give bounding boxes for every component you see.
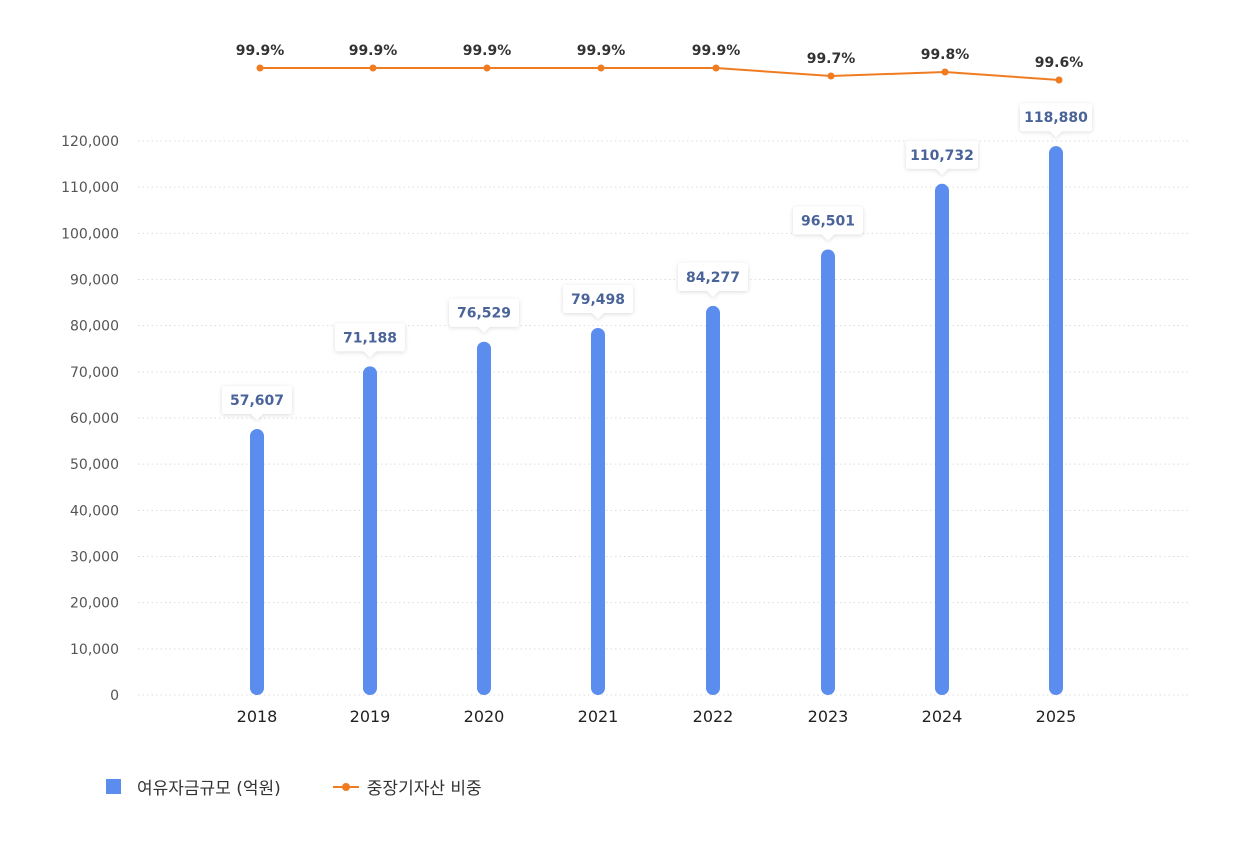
y-axis-ticks: 0 10,000 20,000 30,000 40,000 50,000 60,000 70,…	[61, 134, 119, 704]
y-tick-label: 10,000	[70, 642, 119, 658]
x-tick-label: 2024	[922, 707, 963, 726]
line-value-label: 99.9%	[349, 43, 398, 59]
y-tick-label: 80,000	[70, 319, 119, 335]
line-point[interactable]	[941, 68, 949, 76]
bar-value-tooltip	[906, 140, 978, 175]
line-value-label: 99.6%	[1035, 55, 1084, 71]
bar[interactable]	[250, 429, 264, 695]
y-tick-label: 70,000	[70, 365, 119, 381]
x-tick-label: 2022	[693, 707, 734, 726]
line-value-label: 99.9%	[692, 43, 741, 59]
x-tick-label: 2020	[464, 707, 505, 726]
y-tick-label: 100,000	[61, 226, 119, 242]
line-point[interactable]	[483, 64, 491, 72]
y-tick-label: 90,000	[70, 273, 119, 289]
bar[interactable]	[363, 366, 377, 695]
bar-value-label: 79,498	[571, 292, 625, 308]
bar-value-label: 71,188	[343, 330, 397, 346]
x-tick-label: 2018	[237, 707, 278, 726]
bar-value-label: 84,277	[686, 270, 740, 286]
bar-value-tooltip	[449, 298, 519, 333]
line-point[interactable]	[256, 64, 264, 72]
line-value-label: 99.9%	[577, 43, 626, 59]
x-axis-ticks: 2018 2019 2020 2021 2022 2023 2024 2025	[237, 707, 1077, 726]
bar[interactable]	[591, 327, 605, 695]
bar-series	[250, 146, 1063, 696]
y-tick-label: 0	[110, 688, 119, 704]
line-value-label: 99.7%	[807, 51, 856, 67]
y-tick-label: 30,000	[70, 550, 119, 566]
bar-value-label: 110,732	[910, 148, 974, 164]
y-tick-label: 20,000	[70, 596, 119, 612]
line-point[interactable]	[712, 64, 720, 72]
line-swatch-icon	[332, 780, 359, 794]
line-point[interactable]	[827, 72, 835, 80]
line-point[interactable]	[597, 64, 605, 72]
line-point[interactable]	[369, 64, 377, 72]
line-value-label: 99.9%	[236, 43, 285, 59]
y-tick-label: 60,000	[70, 411, 119, 427]
bar-value-tooltip	[335, 323, 405, 358]
bar[interactable]	[477, 341, 491, 695]
x-tick-label: 2023	[808, 707, 849, 726]
line-path	[260, 67, 1060, 81]
legend-item-line[interactable]: 중장기자산 비중	[332, 774, 482, 799]
legend-item-bar[interactable]: 여유자금규모 (억원)	[106, 774, 281, 799]
line-value-label: 99.9%	[463, 43, 512, 59]
x-tick-label: 2021	[578, 707, 619, 726]
y-tick-label: 50,000	[70, 457, 119, 473]
bar-value-label: 57,607	[230, 393, 284, 409]
bar[interactable]	[821, 249, 835, 695]
x-tick-label: 2025	[1036, 707, 1077, 726]
bar-value-tooltip	[678, 262, 748, 297]
grid-lines	[138, 140, 1188, 696]
bar-value-tooltip	[563, 284, 633, 319]
y-tick-label: 110,000	[61, 180, 119, 196]
x-tick-label: 2019	[350, 707, 391, 726]
legend: 여유자금규모 (억원) 중장기자산 비중	[106, 774, 534, 799]
legend-line-label: 중장기자산 비중	[366, 779, 482, 799]
y-tick-label: 40,000	[70, 503, 119, 519]
bar-value-label: 96,501	[801, 213, 855, 229]
line-point[interactable]	[1055, 76, 1063, 84]
bar-value-label: 118,880	[1024, 110, 1088, 126]
bar-value-tooltip	[222, 386, 292, 421]
bar-value-tooltip	[793, 206, 863, 241]
bar-value-label: 76,529	[457, 306, 511, 322]
legend-bar-label: 여유자금규모 (억원)	[137, 779, 281, 799]
bar[interactable]	[935, 183, 949, 695]
bar-value-labels: 57,607 71,188 76,529 79,498 84,277 96,501 110,…	[222, 103, 1092, 421]
bar-value-tooltip	[1020, 103, 1092, 138]
line-value-label: 99.8%	[921, 47, 970, 63]
bar[interactable]	[1049, 146, 1063, 696]
bar[interactable]	[706, 305, 720, 695]
y-tick-label: 120,000	[61, 134, 119, 150]
line-series: 99.9% 99.9% 99.9% 99.9% 99.9% 99.7% 99.8% 99.6%	[236, 43, 1084, 84]
bar-swatch-icon	[106, 779, 121, 794]
